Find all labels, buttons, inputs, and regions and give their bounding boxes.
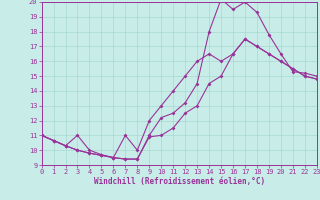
X-axis label: Windchill (Refroidissement éolien,°C): Windchill (Refroidissement éolien,°C)	[94, 177, 265, 186]
